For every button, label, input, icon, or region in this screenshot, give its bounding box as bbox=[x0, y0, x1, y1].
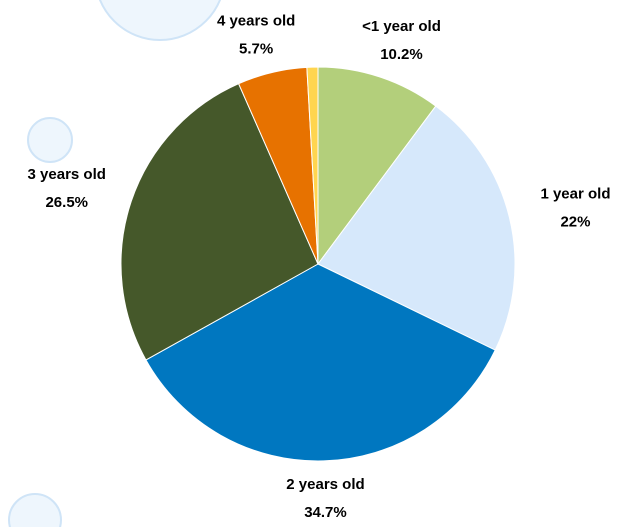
slice-label: <1 year old bbox=[362, 18, 441, 35]
slice-value-label: 5.7% bbox=[239, 40, 273, 57]
slice-value-label: 10.2% bbox=[380, 46, 423, 63]
slice-value-label: 34.7% bbox=[304, 504, 347, 521]
slice-value-label: 26.5% bbox=[45, 194, 88, 211]
slice-value-label: 22% bbox=[560, 213, 590, 230]
chart: <1 year old 10.2% 1 year old 22% 2 years old… bbox=[0, 0, 624, 527]
slice-label: 2 years old bbox=[286, 476, 364, 493]
slice-label: 4 years old bbox=[217, 12, 295, 29]
slice-label: 1 year old bbox=[540, 185, 610, 202]
slice-label: 3 years old bbox=[28, 166, 106, 183]
